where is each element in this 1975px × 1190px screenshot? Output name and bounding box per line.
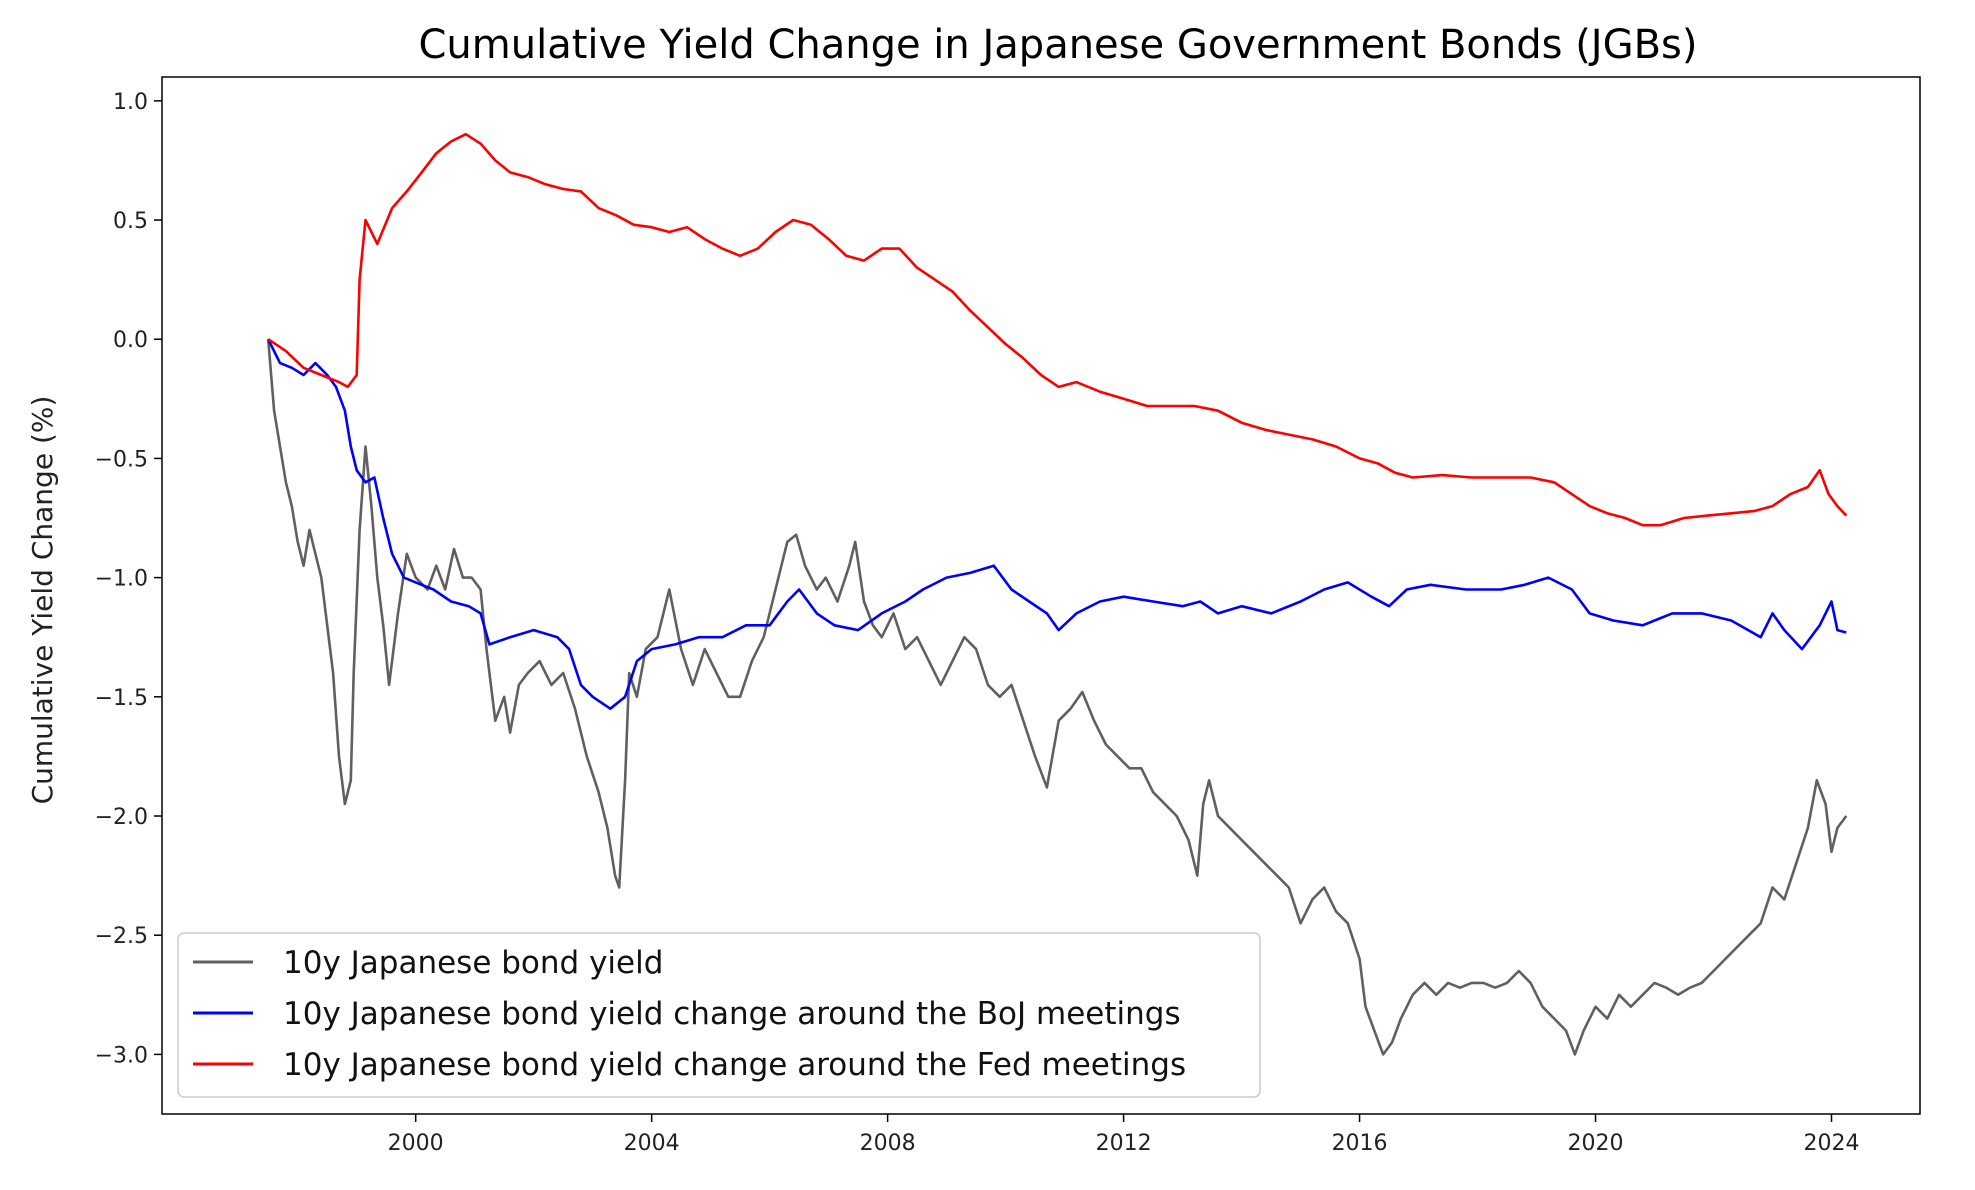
y-tick-label: −2.0 (95, 805, 148, 830)
y-tick-label: 0.0 (113, 328, 148, 353)
x-tick-label: 2008 (860, 1131, 916, 1156)
y-ticks: 1.0 0.5 0.0 −0.5 −1.0 −1.5 −2.0 −2.5 −3.0 (95, 90, 162, 1068)
x-tick-label: 2012 (1096, 1131, 1152, 1156)
legend-label-jgb-yield: 10y Japanese bond yield (283, 945, 663, 981)
x-tick-label: 2000 (388, 1131, 444, 1156)
series-line-fed (267, 132, 1848, 527)
y-tick-label: 1.0 (113, 90, 148, 115)
legend: 10y Japanese bond yield 10y Japanese bon… (177, 932, 1261, 1098)
y-axis-label: Cumulative Yield Change (%) (26, 396, 59, 805)
legend-label-boj: 10y Japanese bond yield change around th… (283, 996, 1181, 1032)
plot-frame (161, 76, 1921, 1115)
y-tick-label: −1.0 (95, 567, 148, 592)
series-lines (266, 132, 1848, 1056)
y-tick-label: −1.5 (95, 686, 148, 711)
y-tick-label: −0.5 (95, 447, 148, 472)
legend-label-fed: 10y Japanese bond yield change around th… (283, 1047, 1186, 1083)
legend-box (177, 932, 1261, 1098)
y-tick-label: −2.5 (95, 924, 148, 949)
series-line-boj (267, 338, 1847, 710)
chart-title: Cumulative Yield Change in Japanese Gove… (418, 22, 1697, 68)
series-line-jgb-yield (266, 339, 1848, 1056)
x-tick-label: 2024 (1804, 1131, 1860, 1156)
x-ticks: 2000 2004 2008 2012 2016 2020 2024 (388, 1114, 1860, 1156)
y-tick-label: 0.5 (113, 209, 148, 234)
x-tick-label: 2016 (1332, 1131, 1388, 1156)
y-tick-label: −3.0 (95, 1043, 148, 1068)
x-tick-label: 2004 (624, 1131, 680, 1156)
x-tick-label: 2020 (1568, 1131, 1624, 1156)
